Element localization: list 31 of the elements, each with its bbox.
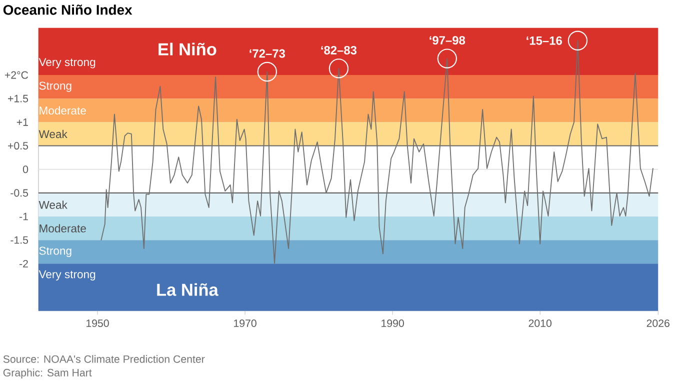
y-tick-label: +0.5 xyxy=(8,142,28,150)
y-tick-label: +1.5 xyxy=(8,95,28,103)
y-tick-label: 0 xyxy=(22,166,28,174)
y-tick-label: -2 xyxy=(20,260,28,268)
y-tick-label: +1 xyxy=(16,118,28,126)
x-tick-label: 1970 xyxy=(234,320,256,328)
annotation: ‘72–73 xyxy=(250,49,285,58)
x-tick-label: 1950 xyxy=(86,320,109,328)
chart-title: Oceanic Niño Index xyxy=(3,4,132,16)
annotation: La Niña xyxy=(157,283,218,296)
band-label: Very strong xyxy=(38,270,96,281)
annotation: ‘15–16 xyxy=(526,36,562,46)
band-label: Very strong xyxy=(38,58,96,69)
annotation: ‘82–83 xyxy=(321,46,357,55)
x-tick-label: 2010 xyxy=(528,320,552,328)
band-label: Strong xyxy=(39,247,72,258)
text: Graphic: Sam Hart xyxy=(3,368,92,379)
band-label: Moderate xyxy=(40,224,86,233)
y-tick-label: +2°C xyxy=(4,72,28,80)
band-label: Weak xyxy=(38,130,68,138)
source-note: Source: NOAA's Climate Prediction Center xyxy=(3,355,205,364)
y-tick-label: -0.5 xyxy=(10,189,28,197)
y-tick-label: -1.5 xyxy=(10,236,28,244)
x-tick-label: 2026 xyxy=(646,320,670,328)
annotation: El Niño xyxy=(158,42,216,56)
band-label: Weak xyxy=(38,200,68,210)
y-tick-label: -1 xyxy=(20,213,28,220)
band-label: Moderate xyxy=(40,106,86,115)
band-label: Strong xyxy=(39,82,72,92)
annotation: ‘97–98 xyxy=(430,36,466,45)
x-tick-label: 1990 xyxy=(382,320,404,328)
